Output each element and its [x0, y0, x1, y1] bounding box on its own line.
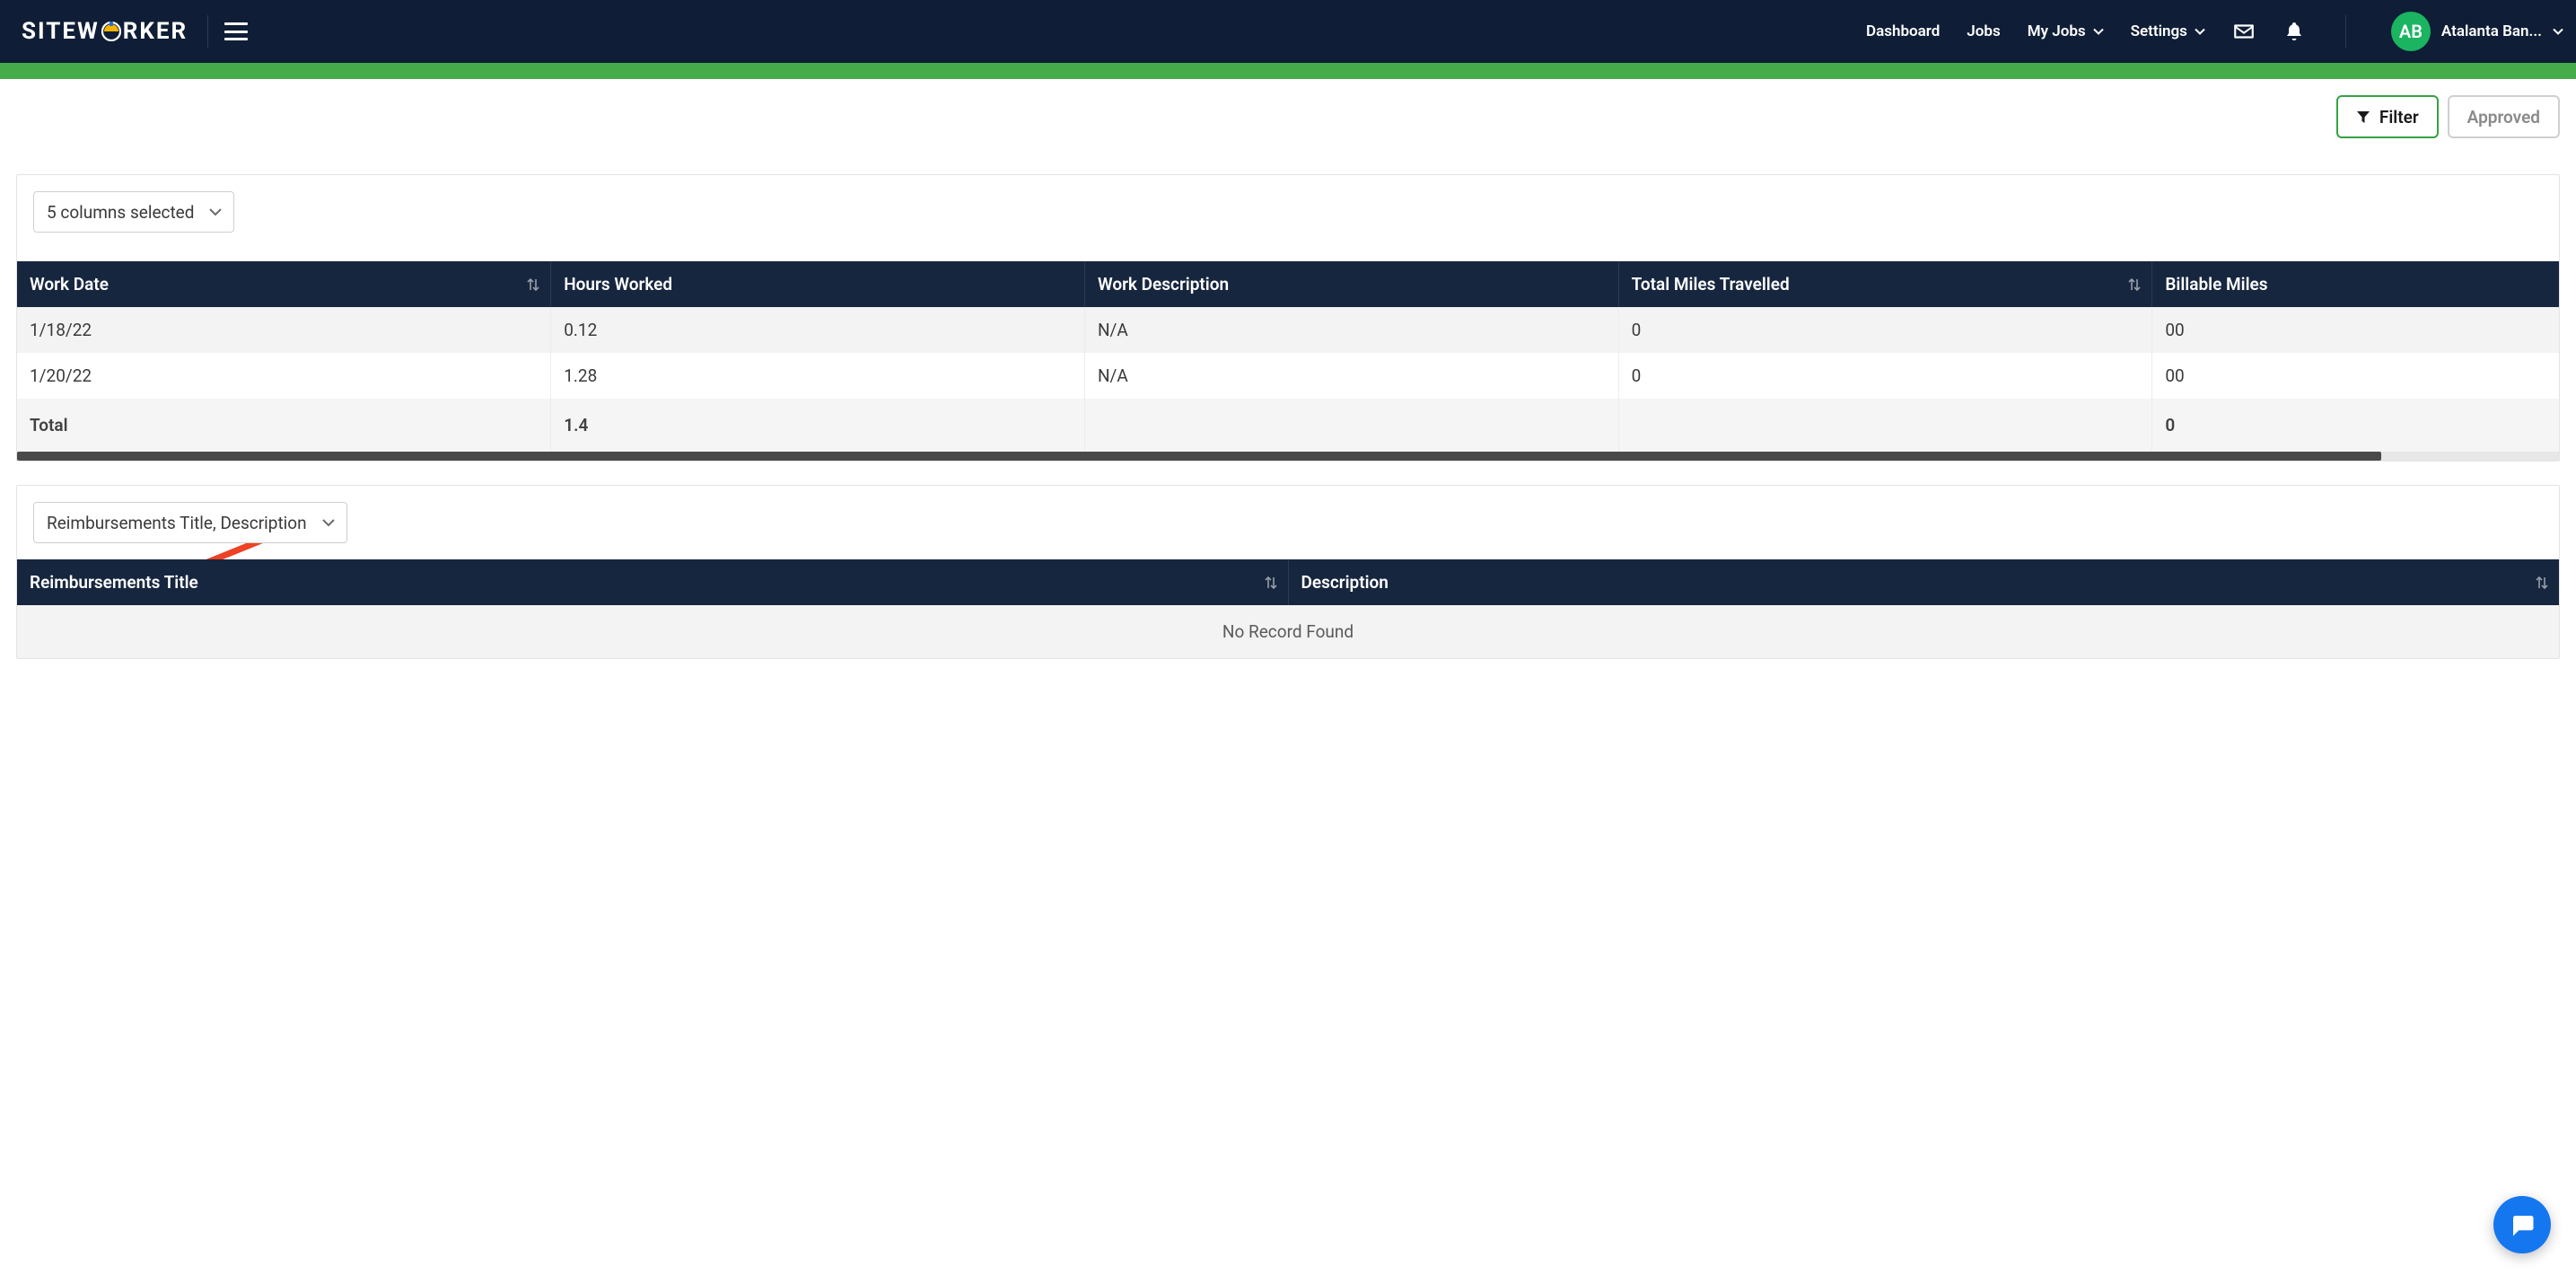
horizontal-scrollbar[interactable] [17, 452, 2559, 461]
sort-icon [2126, 277, 2142, 293]
work-table: Work Date Hours Worked Work Description … [17, 261, 2559, 452]
chevron-down-icon [321, 515, 336, 530]
col-billable-miles[interactable]: Billable Miles [2152, 261, 2559, 307]
table-row[interactable]: 1/20/221.28N/A000 [17, 353, 2559, 399]
nav-dashboard[interactable]: Dashboard [1866, 22, 1940, 40]
cell-hours: 1.28 [551, 353, 1085, 399]
green-strip [0, 63, 2576, 79]
divider [207, 15, 208, 48]
empty-row: No Record Found [17, 605, 2559, 658]
nav-links: Dashboard Jobs My Jobs Settings AB Atala… [1866, 12, 2563, 51]
nav-settings[interactable]: Settings [2131, 22, 2205, 40]
table-header-row: Work Date Hours Worked Work Description … [17, 261, 2559, 307]
sort-icon [525, 277, 541, 293]
empty-text: No Record Found [17, 605, 2559, 658]
col-reimb-description[interactable]: Description [1288, 559, 2559, 605]
table-row[interactable]: 1/18/220.12N/A000 [17, 307, 2559, 353]
chat-icon [2509, 1211, 2536, 1238]
cell-date: 1/20/22 [17, 353, 551, 399]
col-reimb-title-label: Reimbursements Title [30, 572, 198, 593]
table-footer-row: Total 1.4 0 [17, 399, 2559, 452]
user-menu[interactable]: AB Atalanta Ban... [2391, 12, 2563, 51]
mail-icon[interactable] [2232, 20, 2256, 43]
cell-desc: N/A [1084, 353, 1618, 399]
sort-icon [1263, 575, 1279, 591]
chevron-down-icon [2195, 26, 2205, 37]
col-work-description-label: Work Description [1098, 274, 1229, 295]
footer-billable: 0 [2152, 399, 2559, 452]
col-work-description[interactable]: Work Description [1084, 261, 1618, 307]
user-name-label: Atalanta Ban... [2441, 22, 2542, 40]
col-billable-miles-label: Billable Miles [2165, 274, 2267, 295]
col-hours-worked[interactable]: Hours Worked [551, 261, 1085, 307]
avatar: AB [2391, 12, 2431, 51]
brand-o-icon [101, 22, 121, 41]
scrollbar-thumb[interactable] [17, 452, 2381, 461]
reimbursements-dropdown[interactable]: Reimbursements Title, Description [33, 502, 347, 543]
cell-miles: 0 [1618, 353, 2152, 399]
cell-miles: 0 [1618, 307, 2152, 353]
nav-my-jobs-label: My Jobs [2028, 22, 2086, 40]
footer-total-label: Total [17, 399, 551, 452]
cell-hours: 0.12 [551, 307, 1085, 353]
brand-suffix: RKER [123, 18, 188, 45]
nav-my-jobs[interactable]: My Jobs [2028, 22, 2104, 40]
col-hours-worked-label: Hours Worked [564, 274, 672, 295]
col-work-date-label: Work Date [30, 274, 109, 295]
nav-jobs-label: Jobs [1967, 22, 2000, 40]
nav-jobs[interactable]: Jobs [1967, 22, 2000, 40]
filter-icon [2356, 110, 2370, 124]
col-work-date[interactable]: Work Date [17, 261, 551, 307]
footer-miles [1618, 399, 2152, 452]
col-reimb-title[interactable]: Reimbursements Title [17, 559, 1288, 605]
topbar: SITEW RKER Dashboard Jobs My Jobs Settin… [0, 0, 2576, 63]
col-total-miles-label: Total Miles Travelled [1632, 274, 1790, 295]
table-header-row: Reimbursements Title Description [17, 559, 2559, 605]
menu-icon[interactable] [224, 22, 248, 40]
filter-label: Filter [2379, 107, 2419, 128]
action-row: Filter Approved [0, 79, 2576, 147]
cell-date: 1/18/22 [17, 307, 551, 353]
work-table-panel: 5 columns selected Work Date Hours Worke… [16, 174, 2560, 462]
approved-button[interactable]: Approved [2448, 95, 2560, 138]
reimbursements-panel: Reimbursements Title, Description Reimbu… [16, 485, 2560, 659]
footer-desc [1084, 399, 1618, 452]
footer-hours: 1.4 [551, 399, 1085, 452]
nav-settings-label: Settings [2131, 22, 2187, 40]
sort-icon [2534, 575, 2550, 591]
brand-logo[interactable]: SITEW RKER [22, 18, 207, 45]
chat-fab[interactable] [2493, 1196, 2551, 1253]
cell-billable: 00 [2152, 307, 2559, 353]
columns-dropdown[interactable]: 5 columns selected [33, 191, 234, 233]
chevron-down-icon [2553, 26, 2563, 37]
approved-label: Approved [2467, 107, 2540, 128]
reimbursements-dropdown-label: Reimbursements Title, Description [47, 513, 307, 533]
chevron-down-icon [2093, 26, 2104, 37]
chevron-down-icon [208, 205, 223, 219]
col-total-miles[interactable]: Total Miles Travelled [1618, 261, 2152, 307]
brand-prefix: SITEW [22, 18, 100, 45]
nav-dashboard-label: Dashboard [1866, 22, 1940, 40]
cell-desc: N/A [1084, 307, 1618, 353]
columns-dropdown-label: 5 columns selected [47, 202, 194, 223]
filter-button[interactable]: Filter [2336, 95, 2439, 138]
avatar-initials: AB [2399, 21, 2423, 42]
divider [2345, 15, 2346, 48]
bell-icon[interactable] [2282, 20, 2306, 43]
cell-billable: 00 [2152, 353, 2559, 399]
col-reimb-description-label: Description [1301, 572, 1389, 593]
reimbursements-table: Reimbursements Title Description No Reco… [17, 559, 2559, 658]
